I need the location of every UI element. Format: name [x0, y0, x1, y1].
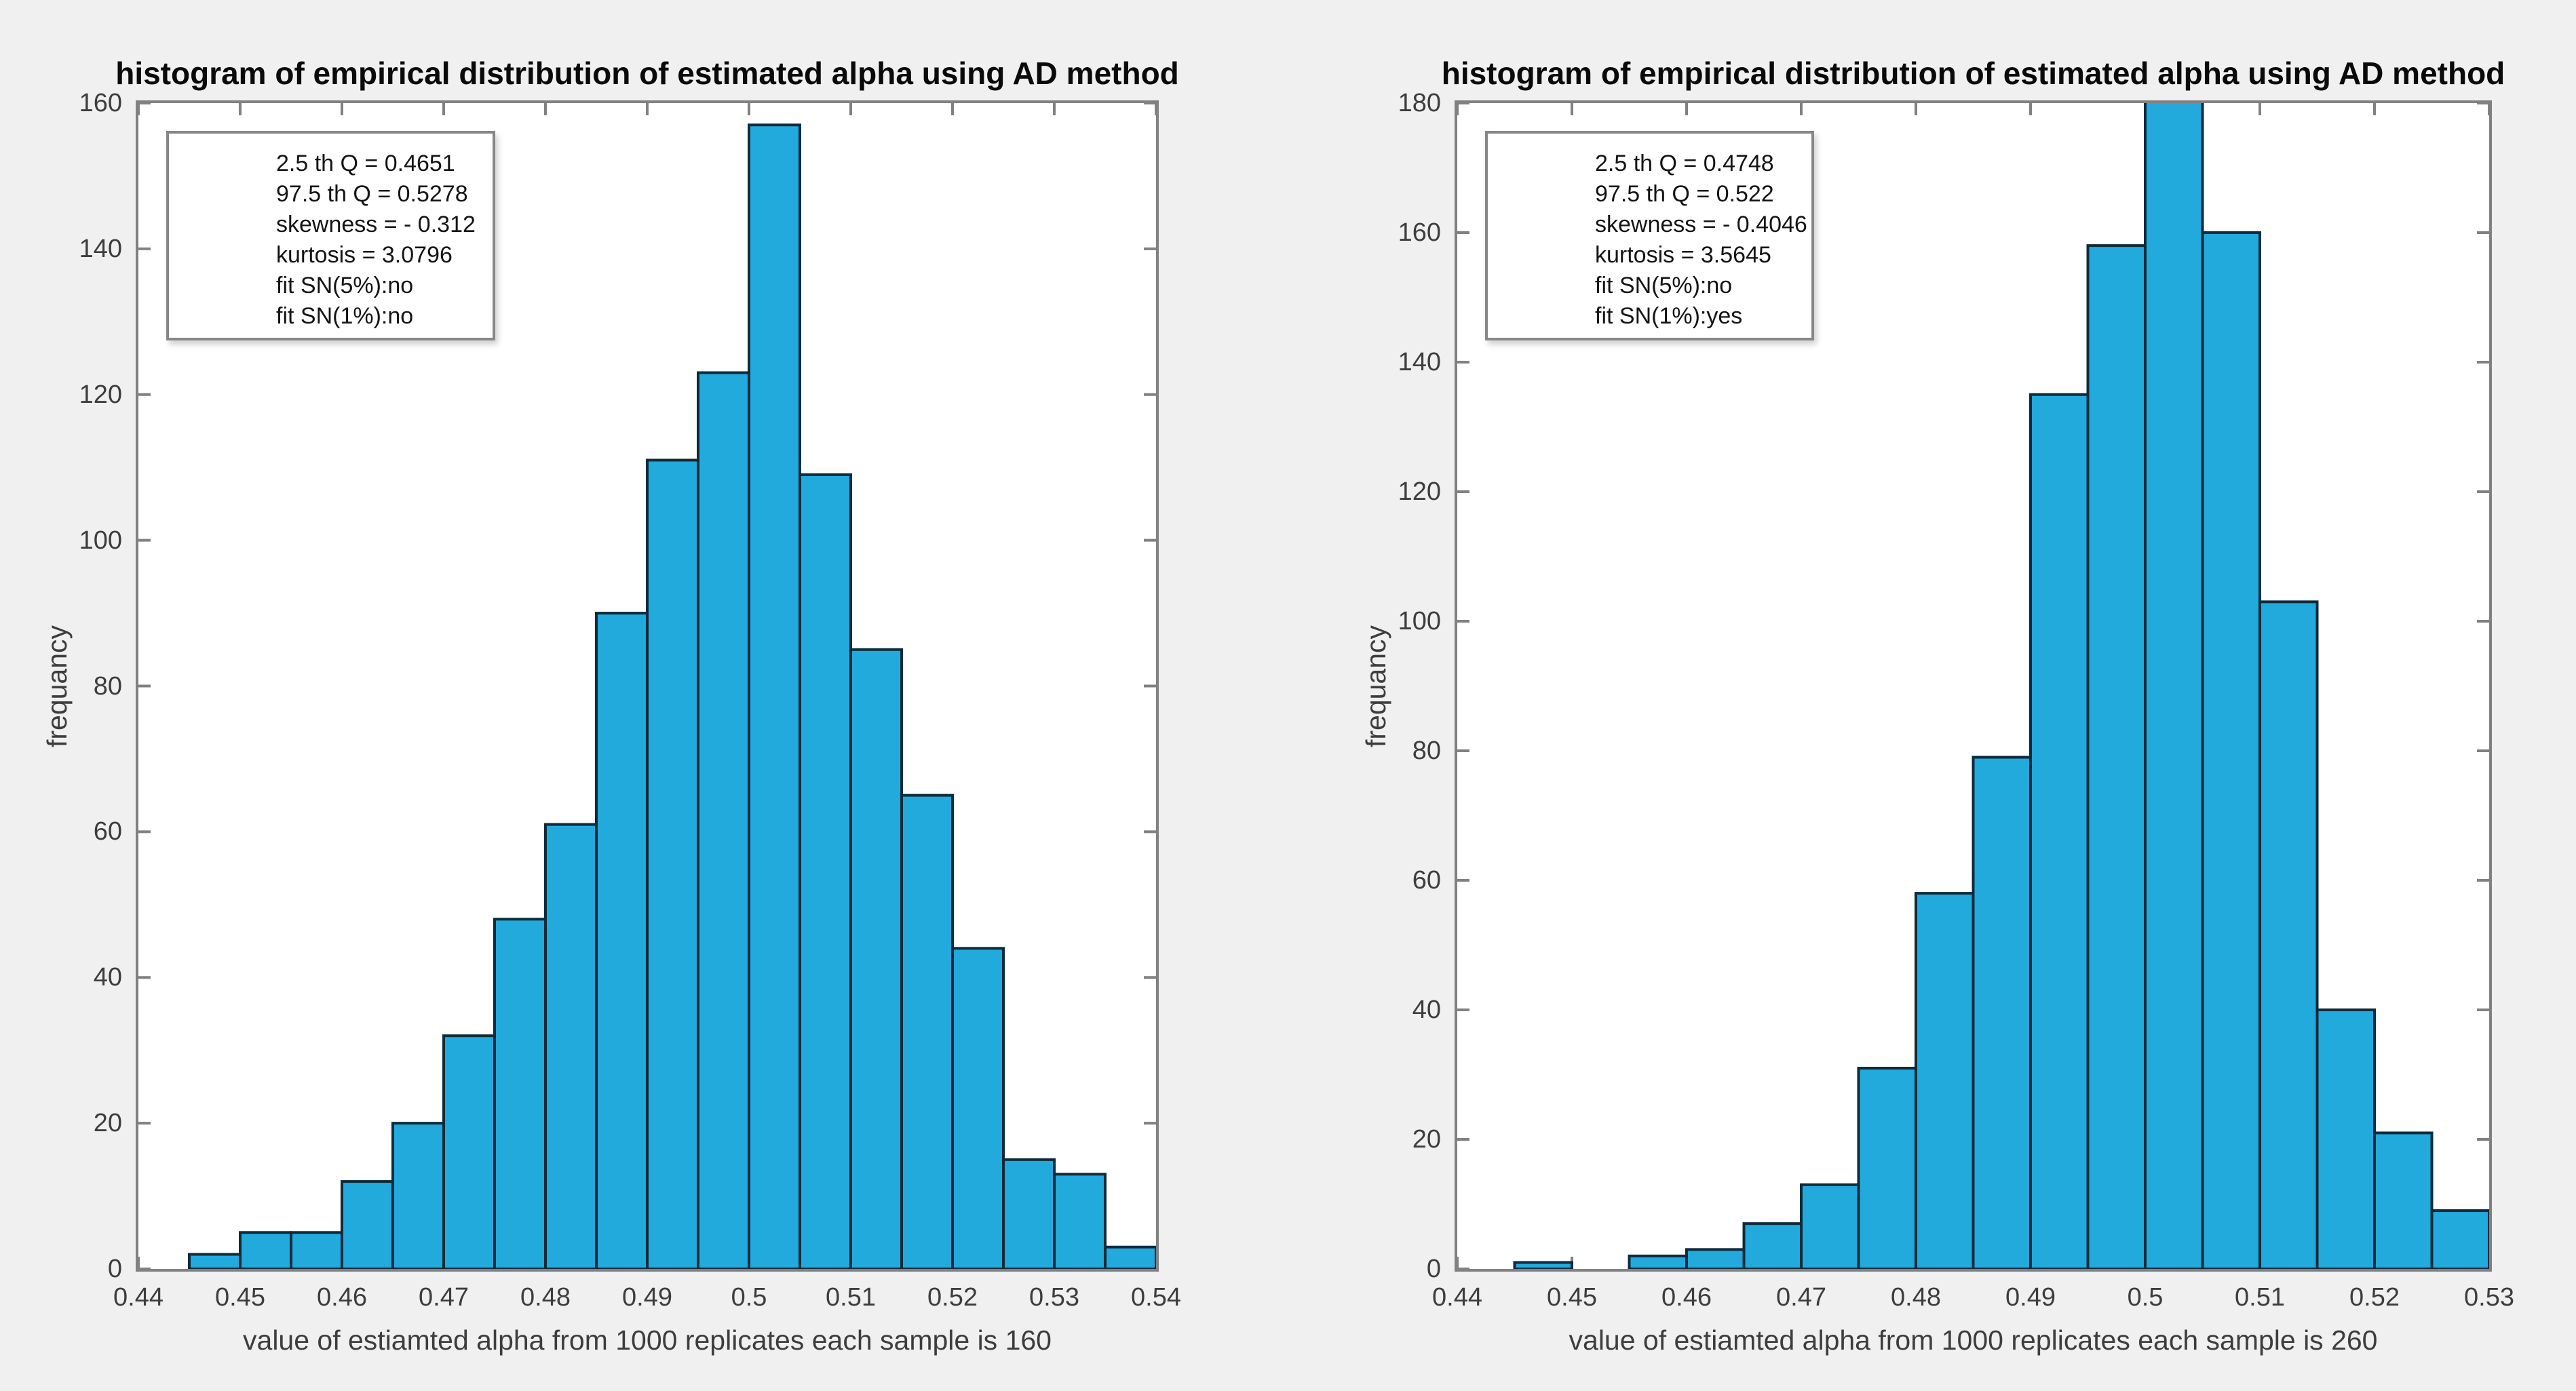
y-tick-label: 40 — [93, 963, 122, 992]
y-tick-label: 40 — [1412, 996, 1441, 1024]
x-tick-label: 0.44 — [113, 1283, 164, 1312]
y-tick-label: 80 — [1412, 737, 1441, 765]
stats-box: 2.5 th Q = 0.4748 97.5 th Q = 0.522 skewne… — [1485, 131, 1814, 340]
y-axis-label: frequancy — [1360, 625, 1391, 747]
x-axis-label: value of estiamted alpha from 1000 repli… — [243, 1325, 1052, 1356]
chart-title: histogram of empirical distribution of e… — [115, 56, 1179, 91]
stat-line: fit SN(1%):no — [276, 303, 414, 329]
histogram-bar — [2373, 1131, 2434, 1269]
stat-line: kurtosis = 3.5645 — [1595, 242, 1771, 268]
y-tick-label: 160 — [79, 89, 122, 117]
stat-line: fit SN(1%):yes — [1595, 303, 1743, 329]
histogram-bar — [1800, 1183, 1860, 1269]
x-tick-label: 0.51 — [2235, 1283, 2285, 1312]
histogram-bar — [2258, 600, 2319, 1269]
y-tick-label: 140 — [79, 234, 122, 263]
histogram-bar — [544, 823, 598, 1269]
y-tick-label: 60 — [1412, 866, 1441, 895]
x-tick-label: 0.53 — [1029, 1283, 1079, 1312]
x-tick-label: 0.49 — [622, 1283, 672, 1312]
stats-box: 2.5 th Q = 0.4651 97.5 th Q = 0.5278 skewn… — [166, 131, 495, 340]
stat-line: kurtosis = 3.0796 — [276, 242, 453, 268]
x-tick-label: 0.49 — [2005, 1283, 2056, 1312]
histogram-bar — [697, 371, 750, 1269]
histogram-bar — [1972, 756, 2032, 1269]
x-tick-label: 0.48 — [1891, 1283, 1941, 1312]
x-tick-label: 0.45 — [1547, 1283, 1597, 1312]
y-tick-label: 0 — [1426, 1255, 1441, 1283]
histogram-bar — [2315, 1008, 2376, 1269]
stat-line: fit SN(5%):no — [276, 273, 414, 298]
x-tick-label: 0.46 — [317, 1283, 367, 1312]
histogram-bar — [1685, 1248, 1746, 1269]
histogram-bar — [1513, 1261, 1573, 1269]
x-tick-label: 0.44 — [1432, 1283, 1482, 1312]
histogram-bar — [442, 1034, 496, 1269]
plot-area: 2.5 th Q = 0.4651 97.5 th Q = 0.5278 skewn… — [136, 100, 1159, 1272]
histogram-bar — [1857, 1066, 1917, 1269]
x-tick-label: 0.48 — [520, 1283, 571, 1312]
y-tick-label: 20 — [93, 1109, 122, 1138]
stat-line: fit SN(5%):no — [1595, 273, 1733, 298]
histogram-bar — [2430, 1209, 2489, 1269]
x-tick-label: 0.5 — [2127, 1283, 2164, 1312]
histogram-bar — [1002, 1158, 1056, 1269]
y-tick-label: 100 — [79, 526, 122, 555]
y-tick-label: 180 — [1398, 89, 1441, 117]
histogram-bar — [900, 794, 954, 1269]
y-tick-label: 60 — [93, 817, 122, 846]
histogram-bar — [1742, 1222, 1803, 1269]
y-tick-label: 140 — [1398, 348, 1441, 376]
x-tick-label: 0.52 — [927, 1283, 978, 1312]
y-tick-label: 0 — [107, 1255, 122, 1283]
histogram-bar — [493, 918, 547, 1269]
histogram-bar — [1628, 1254, 1688, 1269]
histogram-bar — [646, 458, 699, 1269]
histogram-bar — [1053, 1173, 1107, 1269]
stat-line: 97.5 th Q = 0.522 — [1595, 181, 1774, 207]
histogram-bar — [2086, 244, 2147, 1269]
x-tick-label: 0.54 — [1131, 1283, 1181, 1312]
histogram-bars-layer — [1457, 103, 2489, 1269]
y-tick-label: 160 — [1398, 218, 1441, 247]
x-axis-label: value of estiamted alpha from 1000 repli… — [1569, 1325, 2378, 1356]
x-tick-label: 0.45 — [215, 1283, 265, 1312]
x-tick-label: 0.47 — [1776, 1283, 1826, 1312]
histogram-bar — [341, 1180, 394, 1269]
histogram-bar — [1104, 1245, 1156, 1269]
histogram-bar — [951, 947, 1005, 1269]
stat-line: 97.5 th Q = 0.5278 — [276, 181, 468, 207]
x-tick-label: 0.52 — [2349, 1283, 2400, 1312]
stat-line: skewness = - 0.312 — [276, 212, 476, 237]
histogram-bar — [799, 473, 852, 1269]
histogram-bar — [2029, 393, 2090, 1269]
histogram-bar — [2201, 231, 2261, 1269]
y-tick-label: 80 — [93, 671, 122, 701]
y-tick-label: 100 — [1398, 607, 1441, 635]
histogram-bar — [2144, 103, 2204, 1269]
histogram-bar — [1915, 892, 1975, 1269]
y-tick-label: 20 — [1412, 1125, 1441, 1154]
histogram-bar — [748, 123, 801, 1269]
stat-line: skewness = - 0.4046 — [1595, 212, 1807, 237]
y-tick-label: 120 — [1398, 477, 1441, 506]
x-tick-label: 0.51 — [826, 1283, 876, 1312]
stat-line: 2.5 th Q = 0.4651 — [276, 151, 455, 176]
histogram-bars-layer — [138, 103, 1156, 1269]
plot-area: 2.5 th Q = 0.4748 97.5 th Q = 0.522 skewne… — [1455, 100, 2492, 1272]
y-tick-label: 120 — [79, 380, 122, 409]
x-tick-label: 0.46 — [1661, 1283, 1712, 1312]
chart-title: histogram of empirical distribution of e… — [1441, 56, 2505, 91]
stat-line: 2.5 th Q = 0.4748 — [1595, 151, 1774, 176]
histogram-bar — [290, 1231, 343, 1269]
x-tick-label: 0.47 — [419, 1283, 469, 1312]
x-tick-label: 0.5 — [731, 1283, 767, 1312]
x-tick-label: 0.53 — [2464, 1283, 2514, 1312]
